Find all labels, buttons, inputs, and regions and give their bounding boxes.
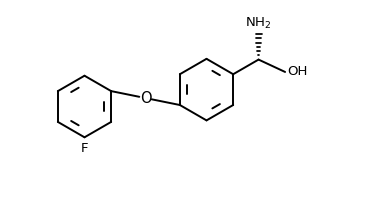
Text: OH: OH (287, 66, 307, 78)
Text: O: O (140, 90, 151, 106)
Text: F: F (81, 142, 88, 155)
Text: NH$_2$: NH$_2$ (245, 16, 272, 31)
